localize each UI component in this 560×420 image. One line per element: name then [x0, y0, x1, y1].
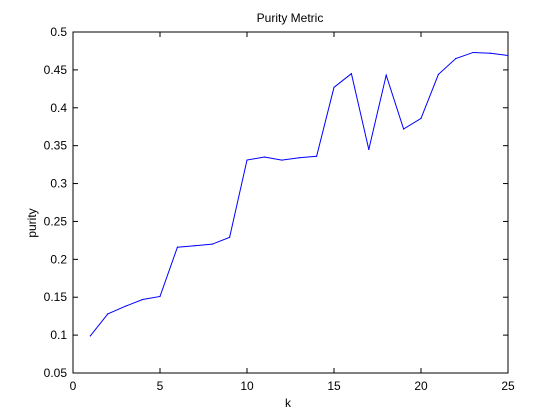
x-axis-label: k — [285, 396, 292, 410]
data-point — [472, 51, 474, 54]
data-point — [124, 305, 126, 307]
x-tick-label: 10 — [240, 379, 254, 393]
y-tick-label: 0.3 — [50, 177, 67, 191]
y-tick-label: 0.15 — [44, 290, 68, 304]
plot-area: 0 5 10 15 20 25 0.05 0.1 0.15 0.2 0.25 0.3 0.35 0.4 0.… — [44, 25, 515, 393]
data-point — [437, 73, 439, 76]
data-point — [194, 245, 196, 247]
y-axis-label: purity — [25, 208, 39, 237]
x-tick-label: 20 — [414, 379, 428, 393]
data-point — [176, 246, 178, 248]
y-tick-label: 0.2 — [50, 252, 67, 266]
y-tick-label: 0.05 — [44, 366, 68, 380]
data-point — [263, 156, 265, 158]
y-tick-label: 0.35 — [44, 139, 68, 153]
y-tick-label: 0.25 — [44, 214, 68, 228]
data-point — [490, 52, 492, 54]
data-point — [229, 236, 231, 238]
axes-box — [72, 31, 509, 374]
data-point — [333, 86, 335, 88]
data-point — [281, 159, 283, 161]
data-point — [507, 54, 509, 57]
data-point — [246, 159, 248, 161]
chart-title: Purity Metric — [257, 11, 324, 25]
x-tick-label: 25 — [501, 379, 515, 393]
data-point — [89, 335, 91, 337]
y-tick-label: 0.45 — [44, 63, 68, 77]
data-point — [298, 157, 300, 159]
y-tick-label: 0.5 — [50, 25, 67, 39]
data-point — [403, 128, 405, 130]
data-point — [420, 117, 422, 119]
x-tick-label: 5 — [157, 379, 164, 393]
x-tick-label: 15 — [327, 379, 341, 393]
data-point — [368, 148, 370, 151]
y-tick-label: 0.1 — [50, 328, 67, 342]
data-point — [350, 73, 352, 75]
data-point — [455, 57, 457, 60]
data-point — [107, 313, 109, 315]
data-point — [159, 295, 161, 298]
data-point — [211, 243, 213, 245]
x-tick-label: 0 — [70, 379, 77, 393]
data-point — [142, 298, 144, 301]
data-point — [385, 74, 387, 76]
y-tick-label: 0.4 — [50, 101, 67, 115]
data-point — [316, 155, 318, 157]
